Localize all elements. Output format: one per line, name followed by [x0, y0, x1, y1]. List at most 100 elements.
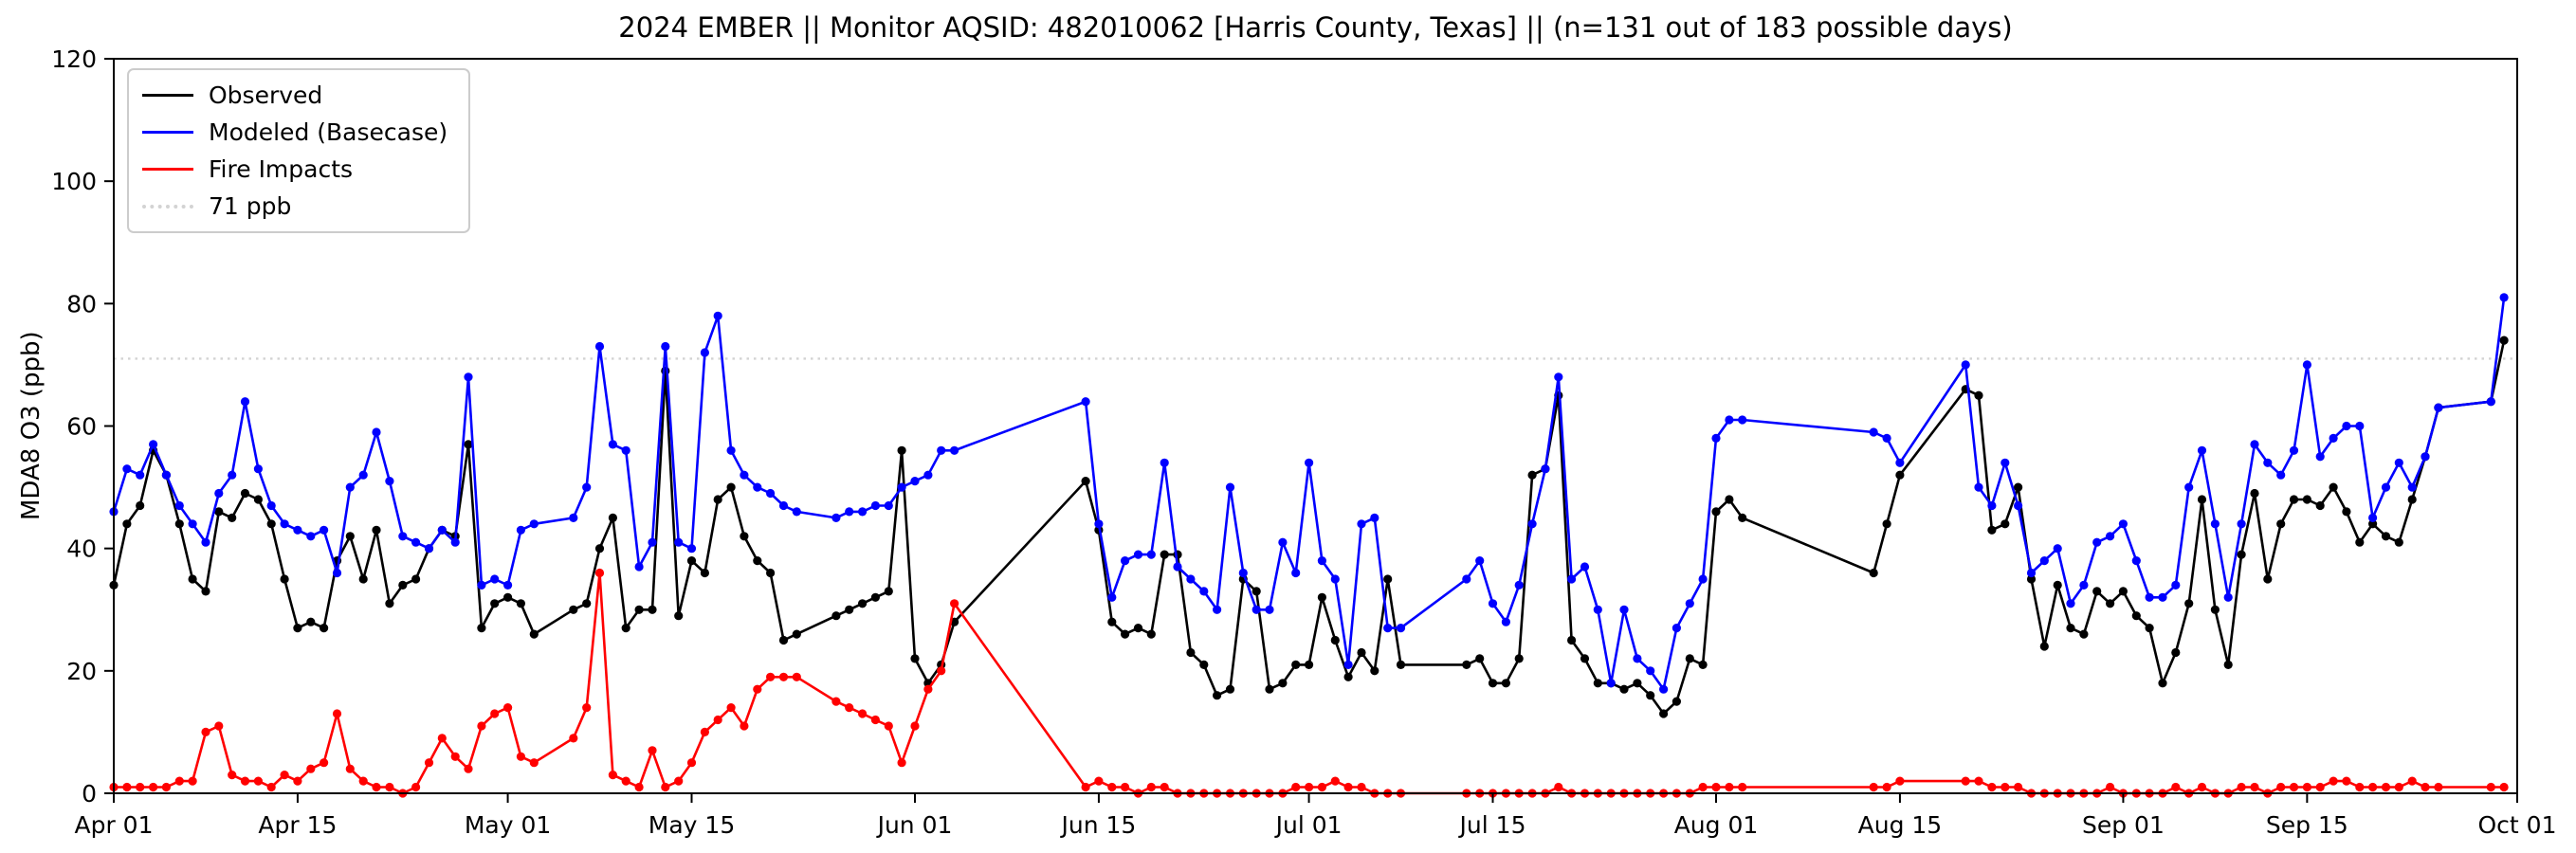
observed-marker: [674, 611, 684, 621]
modeled-basecase-marker: [634, 562, 644, 572]
fire-impacts-marker: [122, 782, 132, 792]
fire-impacts-marker: [1081, 782, 1090, 792]
fire-impacts-marker: [700, 727, 710, 737]
observed-marker: [2315, 500, 2325, 511]
modeled-basecase-marker: [778, 500, 789, 511]
modeled-basecase-marker: [2276, 470, 2286, 480]
fire-impacts-marker: [1869, 782, 1878, 792]
legend-label: Observed: [209, 82, 323, 109]
observed-marker: [792, 629, 801, 639]
modeled-basecase-marker: [661, 341, 670, 352]
modeled-basecase-marker: [1619, 605, 1629, 614]
fire-impacts-marker: [2499, 782, 2509, 792]
observed-marker: [2381, 532, 2391, 541]
modeled-basecase-marker: [2381, 482, 2391, 492]
observed-marker: [2342, 507, 2351, 517]
observed-marker: [320, 624, 329, 633]
legend-row: Observed: [142, 82, 448, 109]
modeled-basecase-marker: [1593, 605, 1602, 614]
modeled-basecase-marker: [1672, 624, 1681, 633]
observed-marker: [2014, 482, 2023, 492]
fire-impacts-marker: [582, 703, 592, 713]
fire-impacts-marker: [2394, 782, 2403, 792]
fire-impacts-marker: [792, 672, 801, 681]
fire-impacts-marker: [594, 568, 605, 578]
fire-impacts-marker: [1343, 782, 1353, 792]
x-tick-label: Oct 01: [2478, 811, 2557, 839]
modeled-basecase-marker: [385, 477, 394, 486]
observed-marker: [464, 440, 473, 449]
observed-marker: [1567, 635, 1577, 645]
modeled-basecase-marker: [2237, 519, 2246, 529]
observed-marker: [1317, 592, 1326, 602]
legend-line-sample: [142, 168, 193, 171]
modeled-basecase-marker: [1238, 568, 1248, 578]
observed-marker: [1146, 629, 1156, 639]
axes-spines: [113, 58, 2518, 794]
observed-marker: [122, 519, 132, 529]
legend-row: Fire Impacts: [142, 155, 448, 183]
observed-marker: [858, 599, 868, 608]
fire-impacts-marker: [1317, 782, 1326, 792]
fire-impacts-marker: [385, 782, 394, 792]
observed-marker: [1974, 390, 1983, 400]
modeled-basecase-marker: [2434, 403, 2443, 412]
modeled-basecase-marker: [713, 311, 722, 320]
legend-label: Modeled (Basecase): [209, 118, 448, 146]
modeled-basecase-marker: [2263, 458, 2273, 467]
y-tick-label: 120: [51, 45, 97, 73]
modeled-basecase-marker: [1133, 550, 1143, 559]
fire-impacts-marker: [332, 709, 342, 718]
fire-impacts-marker: [424, 758, 434, 768]
fire-impacts-marker: [2014, 782, 2023, 792]
fire-impacts-marker: [358, 776, 368, 786]
modeled-basecase-marker: [2486, 397, 2495, 407]
observed-marker: [2066, 624, 2075, 633]
observed-marker: [1265, 684, 1274, 694]
fire-impacts-marker: [621, 776, 630, 786]
fire-impacts-marker: [2171, 782, 2181, 792]
observed-marker: [740, 532, 749, 541]
fire-impacts-marker: [870, 715, 881, 725]
observed-marker: [648, 605, 657, 614]
observed-marker: [2237, 550, 2246, 559]
fire-impacts-marker: [1160, 782, 1169, 792]
fire-impacts-marker: [450, 752, 460, 761]
modeled-basecase-marker: [437, 525, 447, 535]
modeled-basecase-marker: [358, 470, 368, 480]
observed-marker: [280, 574, 289, 584]
modeled-basecase-marker: [345, 482, 355, 492]
observed-marker: [1527, 470, 1537, 480]
observed-marker: [1462, 660, 1471, 670]
modeled-basecase-marker: [1383, 624, 1393, 633]
modeled-basecase-marker: [1541, 464, 1550, 474]
fire-impacts-marker: [320, 758, 329, 768]
observed-marker: [2210, 605, 2220, 614]
observed-marker: [1291, 660, 1301, 670]
observed-marker: [766, 568, 776, 578]
y-tick-label: 0: [82, 780, 97, 808]
modeled-basecase-marker: [2197, 445, 2207, 455]
observed-marker: [2499, 336, 2509, 345]
observed-marker: [1251, 587, 1261, 596]
fire-impacts-marker: [2329, 776, 2338, 786]
modeled-basecase-marker: [174, 500, 184, 511]
observed-marker: [634, 605, 644, 614]
modeled-basecase-marker: [320, 525, 329, 535]
modeled-basecase-marker: [2250, 440, 2259, 449]
modeled-basecase-marker: [582, 482, 592, 492]
observed-marker: [228, 513, 237, 523]
modeled-basecase-marker: [2158, 592, 2167, 602]
fire-impacts-marker: [1698, 782, 1708, 792]
modeled-basecase-marker: [2302, 360, 2311, 370]
modeled-basecase-marker: [831, 513, 841, 523]
fire-impacts-marker: [1107, 782, 1117, 792]
fire-impacts-marker: [306, 764, 316, 773]
modeled-basecase-marker: [1396, 624, 1406, 633]
fire-impacts-marker: [1711, 782, 1721, 792]
fire-impacts-marker: [923, 684, 933, 694]
observed-marker: [1580, 654, 1590, 663]
modeled-basecase-marker: [1173, 562, 1182, 572]
legend-label: Fire Impacts: [209, 155, 354, 183]
